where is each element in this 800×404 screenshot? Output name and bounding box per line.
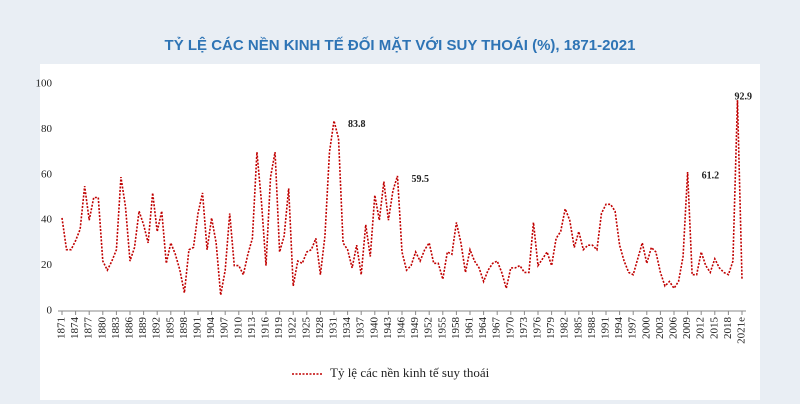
x-tick-label: 2012 <box>695 317 707 339</box>
x-tick-label: 1871 <box>56 317 68 339</box>
x-tick-label: 2006 <box>668 317 680 340</box>
x-tick-label: 1985 <box>572 317 584 340</box>
x-tick-label: 1913 <box>246 317 258 340</box>
x-tick-label: 1940 <box>368 317 380 340</box>
x-tick-label: 1916 <box>260 317 272 340</box>
x-tick-label: 1949 <box>409 317 421 340</box>
x-tick-label: 1943 <box>382 317 394 340</box>
x-tick-label: 2000 <box>640 317 652 340</box>
series-line <box>61 100 743 296</box>
x-tick-label: 1952 <box>423 317 435 339</box>
x-tick-label: 1931 <box>328 317 340 339</box>
x-tick-label: 1970 <box>504 317 516 340</box>
plot-panel <box>40 64 760 400</box>
x-tick-label: 1997 <box>627 317 639 340</box>
x-tick-label: 1934 <box>341 317 353 340</box>
x-tick-label: 1880 <box>96 317 108 340</box>
x-tick-label: 1910 <box>232 317 244 340</box>
data-label: 83.8 <box>348 119 366 130</box>
x-tick-label: 1955 <box>436 317 448 340</box>
x-tick-label: 2018 <box>722 317 734 340</box>
x-tick-label: 2009 <box>681 317 693 340</box>
chart-title: TỶ LỆ CÁC NỀN KINH TẾ ĐỐI MẶT VỚI SUY TH… <box>165 36 636 54</box>
x-tick-label: 1946 <box>396 317 408 340</box>
x-tick-label: 1901 <box>192 317 204 339</box>
data-label: 61.2 <box>702 170 720 181</box>
x-tick-label: 1886 <box>124 317 136 340</box>
legend-label: Tỷ lệ các nền kinh tế suy thoái <box>330 365 490 380</box>
x-tick-label: 1994 <box>613 317 625 340</box>
x-tick-label: 1976 <box>532 317 544 340</box>
y-tick-label: 0 <box>47 305 53 317</box>
y-tick-label: 80 <box>41 123 53 135</box>
x-tick-label: 1874 <box>69 317 81 340</box>
x-tick-label: 1967 <box>491 317 503 340</box>
x-tick-label: 1889 <box>137 317 149 340</box>
x-tick-label: 1895 <box>164 317 176 340</box>
data-label: 59.5 <box>411 174 429 185</box>
x-tick-label: 1928 <box>314 317 326 340</box>
y-tick-label: 100 <box>36 78 53 90</box>
x-tick-label: 1919 <box>273 317 285 340</box>
x-tick-label: 1979 <box>545 317 557 340</box>
y-tick-label: 20 <box>41 259 53 271</box>
x-tick-label: 1883 <box>110 317 122 340</box>
x-tick-label: 2015 <box>708 317 720 340</box>
x-tick-label: 2021e <box>736 317 748 344</box>
x-tick-label: 1964 <box>477 317 489 340</box>
x-tick-label: 1907 <box>219 317 231 340</box>
x-tick-label: 1892 <box>151 317 163 339</box>
x-tick-label: 1898 <box>178 317 190 340</box>
x-tick-label: 1925 <box>300 317 312 340</box>
x-tick-label: 1988 <box>586 317 598 340</box>
y-tick-label: 40 <box>41 214 53 226</box>
x-tick-label: 1982 <box>559 317 571 339</box>
x-tick-label: 1904 <box>205 317 217 340</box>
x-tick-label: 1937 <box>355 317 367 340</box>
x-tick-label: 1958 <box>450 317 462 340</box>
x-tick-label: 1961 <box>464 317 476 339</box>
x-tick-label: 1973 <box>518 317 530 340</box>
x-tick-label: 1991 <box>600 317 612 339</box>
data-label: 92.9 <box>734 91 752 102</box>
x-tick-label: 1922 <box>287 317 299 339</box>
y-tick-label: 60 <box>41 168 53 180</box>
x-tick-label: 1877 <box>83 317 95 340</box>
x-tick-label: 2003 <box>654 317 666 340</box>
